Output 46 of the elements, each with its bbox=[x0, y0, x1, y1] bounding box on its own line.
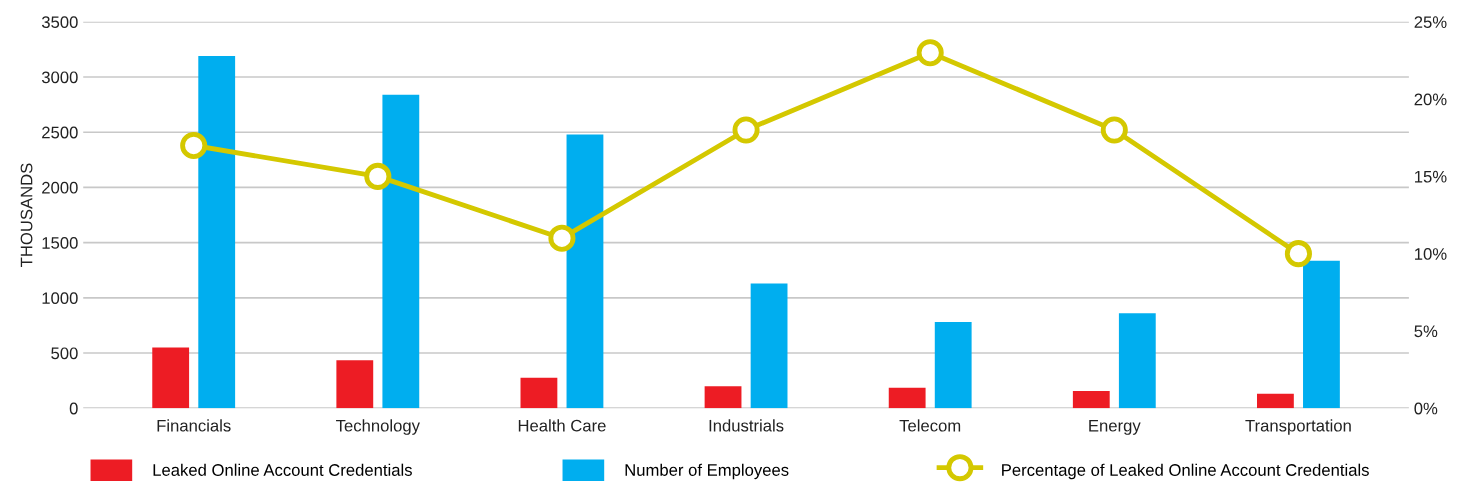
point bbox=[916, 39, 944, 67]
y-tick-label: 2000 bbox=[42, 181, 78, 194]
point bbox=[1284, 240, 1312, 268]
x-tick-label: Technology bbox=[336, 419, 420, 435]
y-axis-title: THOUSANDS bbox=[20, 163, 33, 267]
x-tick-label: Health Care bbox=[518, 419, 606, 432]
bar bbox=[1303, 260, 1340, 409]
y2-tick-label: 0% bbox=[1414, 402, 1438, 415]
y-tick-label: 3000 bbox=[41, 71, 78, 84]
y2-tick-label: 20% bbox=[1414, 93, 1447, 106]
x-tick-label: Industrials bbox=[709, 419, 784, 432]
bar bbox=[152, 347, 190, 409]
point bbox=[180, 131, 208, 160]
point bbox=[1100, 116, 1128, 144]
point bbox=[732, 116, 760, 144]
point bbox=[364, 162, 392, 190]
x-tick-label: Transportation bbox=[1245, 419, 1351, 435]
point bbox=[548, 224, 576, 252]
y2-tick-label: 5% bbox=[1414, 325, 1438, 338]
x-tick-label: Telecom bbox=[899, 419, 961, 432]
bar bbox=[1257, 393, 1294, 409]
y2-tick-label: 10% bbox=[1415, 248, 1447, 260]
bar bbox=[566, 134, 604, 409]
bar bbox=[934, 322, 972, 409]
legend-label: Percentage of Leaked Online Account Credentials bbox=[1002, 463, 1369, 480]
y-tick-label: 500 bbox=[51, 347, 78, 360]
legend-label: Number of Employees bbox=[625, 463, 789, 480]
bar bbox=[750, 283, 788, 409]
y2-tick-label: 15% bbox=[1415, 170, 1447, 183]
bar bbox=[888, 387, 926, 409]
bar bbox=[704, 386, 742, 409]
x-tick-label: Energy bbox=[1089, 419, 1141, 435]
legend-label: Leaked Online Account Credentials bbox=[153, 463, 412, 476]
bar bbox=[382, 94, 420, 409]
bar bbox=[198, 56, 236, 409]
y2-tick-label: 25% bbox=[1414, 16, 1447, 29]
y-tick-label: 0 bbox=[69, 402, 78, 415]
y-tick-label: 3500 bbox=[41, 16, 78, 29]
y-tick-label: 1000 bbox=[42, 292, 78, 305]
bar bbox=[1072, 391, 1110, 409]
bar bbox=[336, 360, 374, 409]
bar bbox=[520, 377, 558, 409]
x-tick-label: Financials bbox=[157, 419, 231, 432]
y-tick-label: 1500 bbox=[42, 237, 78, 249]
y-tick-label: 2500 bbox=[42, 126, 78, 139]
bar bbox=[1118, 313, 1156, 409]
